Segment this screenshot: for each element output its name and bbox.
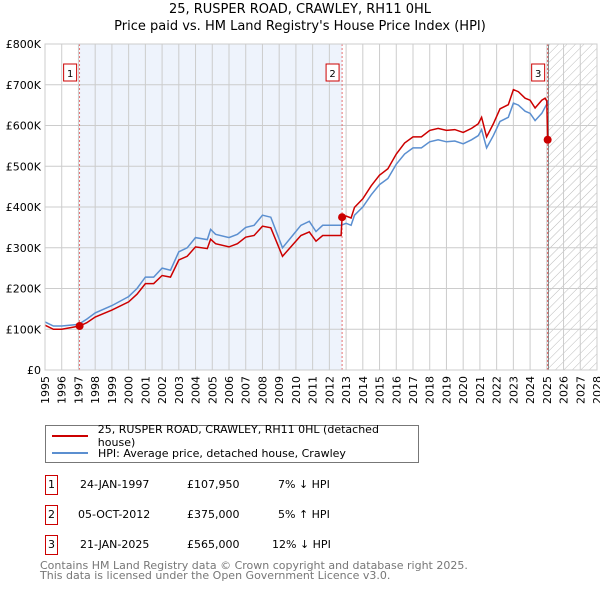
x-tick-label: 2001 [139, 376, 152, 404]
x-tick-label: 2003 [173, 376, 186, 404]
x-tick-label: 2013 [340, 376, 353, 404]
sale-label: 1 [67, 69, 73, 80]
x-tick-label: 2025 [541, 376, 554, 404]
x-tick-label: 2028 [591, 376, 600, 404]
x-tick-label: 2004 [190, 376, 203, 404]
hpi-legend-swatch [52, 452, 88, 454]
y-tick-label: £700K [6, 79, 42, 92]
transaction-date: 24-JAN-1997 [80, 478, 150, 491]
transaction-hpi: 5% ↑ HPI [278, 508, 330, 521]
x-tick-label: 2020 [457, 376, 470, 404]
x-tick-label: 2009 [273, 376, 286, 404]
sale-label-box [531, 63, 546, 82]
chart-title: 25, RUSPER ROAD, CRAWLEY, RH11 0HL [168, 2, 432, 17]
x-tick-label: 2022 [491, 376, 504, 404]
y-tick-label: £400K [6, 201, 42, 214]
transaction-number: 3 [45, 535, 58, 555]
sale-label: 3 [535, 69, 541, 80]
y-tick-label: £200K [6, 283, 42, 296]
plot-border [44, 43, 598, 371]
x-tick-label: 2006 [223, 376, 236, 404]
x-tick-label: 1998 [89, 376, 102, 404]
transaction-price: £107,950 [187, 478, 240, 491]
transaction-date: 05-OCT-2012 [78, 508, 151, 521]
x-tick-label: 2000 [123, 376, 136, 404]
y-tick-label: £100K [6, 323, 42, 336]
x-tick-label: 2012 [323, 376, 336, 404]
x-tick-label: 1997 [72, 376, 85, 404]
legend: 25, RUSPER ROAD, CRAWLEY, RH11 0HL (deta… [45, 423, 419, 463]
price-legend-swatch [52, 435, 88, 437]
x-tick-label: 2007 [240, 376, 253, 404]
transaction-number: 2 [45, 505, 58, 525]
x-tick-label: 1995 [39, 376, 52, 404]
y-tick-label: £300K [6, 242, 42, 255]
x-tick-label: 2015 [374, 376, 387, 404]
transaction-hpi: 7% ↓ HPI [278, 478, 330, 491]
sale-point [543, 135, 552, 144]
footer-copyright: Contains HM Land Registry data © Crown c… [40, 559, 468, 572]
sale-point [338, 213, 347, 222]
x-tick-label: 2002 [156, 376, 169, 404]
transaction-price: £375,000 [187, 508, 240, 521]
y-tick-label: £600K [6, 120, 42, 133]
transaction-price: £565,000 [187, 538, 240, 551]
hpi-legend-label: HPI: Average price, detached house, Craw… [98, 446, 346, 460]
sale-label-box [63, 63, 78, 82]
price-chart: 1995 1996 1997 1998 1999 2000 2001 2002 2003 2004… [6, 38, 600, 404]
x-tick-label: 2024 [524, 376, 537, 404]
y-tick-label: £500K [6, 160, 42, 173]
x-tick-label: 2011 [307, 376, 320, 404]
sale-label: 2 [329, 69, 335, 80]
x-tick-label: 1996 [56, 376, 69, 404]
x-tick-label: 2008 [256, 376, 269, 404]
x-tick-label: 2027 [574, 376, 587, 404]
x-tick-label: 2005 [206, 376, 219, 404]
x-tick-label: 2026 [558, 376, 571, 404]
transaction-hpi: 12% ↓ HPI [272, 538, 331, 551]
sale-label-box [325, 63, 340, 82]
x-tick-label: 2010 [290, 376, 303, 404]
y-tick-label: £800K [6, 38, 42, 51]
x-tick-label: 2017 [407, 376, 420, 404]
y-tick-label: £0 [27, 364, 41, 377]
x-tick-label: 2014 [357, 376, 370, 404]
x-tick-label: 2018 [424, 376, 437, 404]
x-tick-label: 1999 [106, 376, 119, 404]
price-legend-label: 25, RUSPER ROAD, CRAWLEY, RH11 0HL (deta… [97, 423, 379, 449]
x-tick-label: 2023 [507, 376, 520, 404]
transaction-number: 1 [45, 475, 58, 495]
x-tick-label: 2019 [440, 376, 453, 404]
x-tick-label: 2016 [390, 376, 403, 404]
transaction-date: 21-JAN-2025 [80, 538, 150, 551]
sale-point [75, 322, 84, 331]
x-tick-label: 2021 [474, 376, 487, 404]
footer-licence: This data is licensed under the Open Gov… [40, 569, 391, 582]
chart-subtitle: Price paid vs. HM Land Registry's House … [114, 19, 486, 34]
